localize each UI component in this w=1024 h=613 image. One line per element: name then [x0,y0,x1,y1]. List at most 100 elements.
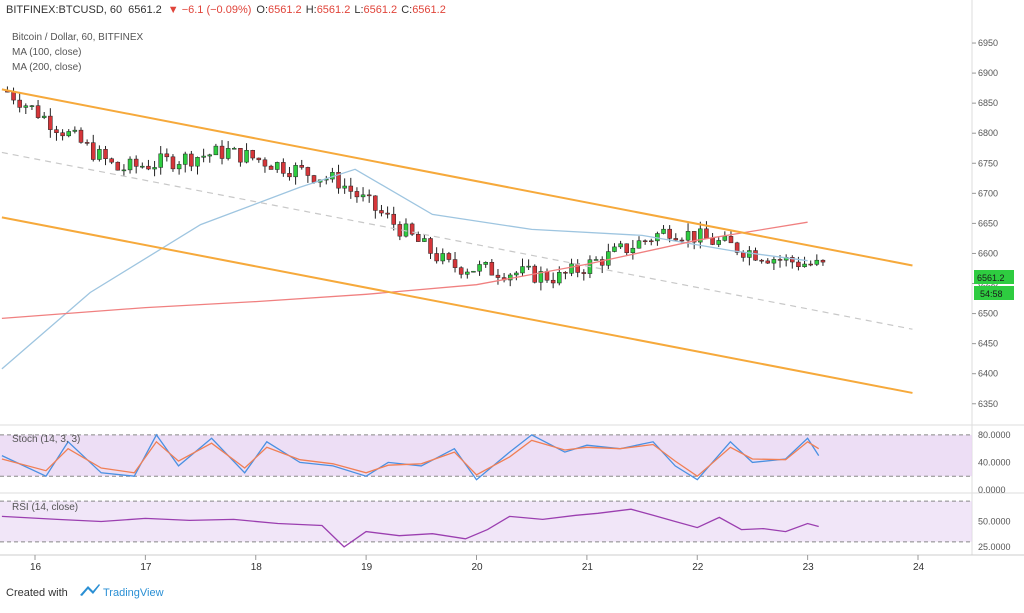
close-label: C: [401,4,412,16]
x-tick-label: 19 [361,562,373,573]
candle-body [60,132,65,137]
x-tick-label: 21 [582,562,594,573]
candle-body [146,165,151,170]
candle-body [133,158,139,167]
candle-body [256,157,262,161]
y-tick-label: 6850 [978,98,998,108]
y-tick-label: 6450 [978,339,998,349]
channel-lower-line [1,216,913,394]
stoch-pane [0,433,972,481]
candle-body [599,259,605,266]
brand-label: TradingView [103,587,164,599]
candle-body [753,250,758,261]
y-tick-label: 6750 [978,158,998,168]
down-triangle-icon: ▼ [168,4,179,16]
candle-body [238,148,243,163]
close-value: 6561.2 [412,4,446,16]
candle-body [336,172,341,189]
y-tick-label: 6400 [978,369,998,379]
channel-mid-line [1,151,913,330]
open-label: O: [256,4,268,16]
candle-body [759,259,764,262]
candle-body [606,251,611,266]
candle-body [434,253,439,262]
candle-body [722,236,728,241]
candle-body [636,240,642,249]
candle-body [274,162,280,170]
y-tick-label: 6800 [978,128,998,138]
candle-body [673,238,679,241]
candle-body [195,157,200,167]
candle-body [765,260,771,264]
x-tick-label: 16 [30,562,42,573]
candle-body [121,169,127,172]
y-tick-label: 6350 [978,399,998,409]
candle-body [691,231,697,243]
candle-body [544,271,550,281]
candle-body [219,145,225,159]
candle-body [777,259,783,261]
ma200-line [1,221,808,320]
candle-body [48,115,53,130]
candle-body [54,129,59,133]
candle-body [140,165,145,168]
candle-body [452,259,458,268]
candle-body [771,259,777,264]
candle-body [66,131,71,137]
rsi-pane [0,500,972,548]
candle-body [593,259,599,261]
tradingview-logo-icon [80,584,100,596]
x-tick-label: 17 [140,562,152,573]
candle-body [440,253,446,262]
candle-body [35,105,41,118]
candle-body [305,167,311,176]
candle-body [514,272,519,276]
last-value: 6561.2 [128,4,162,16]
candle-body [790,257,795,263]
candle-body [747,250,752,258]
candle-body [489,262,495,276]
candle-body [495,274,501,278]
candle-body [667,228,672,239]
candle-body [661,228,666,234]
candle-body [311,175,317,183]
candle-body [415,233,421,242]
stoch-d-line [1,439,820,478]
candle-body [465,271,470,275]
candle-body [152,167,157,170]
candle-body [422,238,427,242]
candle-body [391,213,396,225]
header-line: BITFINEX:BTCUSD, 60 6561.2 ▼ −6.1 (−0.09%) O… [6,4,446,16]
y-tick-label: 6950 [978,38,998,48]
candle-body [23,105,29,108]
rsi-label: RSI (14, close) [12,502,78,513]
last-price-tag-text: 6561.2 [977,273,1005,283]
axis-layer: 6950690068506800675067006650660065506500… [30,38,1011,573]
stoch-tick-label: 0.0000 [978,485,1006,495]
stoch-tick-label: 80.0000 [978,430,1011,440]
candle-body [97,149,102,160]
candle-body [698,228,703,243]
candle-body [796,261,801,268]
candle-body [563,272,568,274]
candle-body [91,142,96,160]
candle-body [802,263,807,268]
candle-body [287,173,292,178]
candle-body [127,158,133,171]
rsi-band [0,501,972,542]
candle-body [103,149,108,160]
stoch-label: Stoch (14, 3, 3) [12,434,80,445]
last-price-tag [974,270,1014,284]
x-tick-label: 22 [692,562,704,573]
candle-body [189,153,194,167]
candle-body [170,156,176,170]
candle-body [740,252,746,258]
candle-body [342,185,347,189]
legend-ma200: MA (200, close) [12,62,81,73]
change-value: −6.1 (−0.09%) [182,4,252,16]
candle-body [716,240,721,245]
candle-body [72,129,78,132]
candle-body [685,231,691,241]
